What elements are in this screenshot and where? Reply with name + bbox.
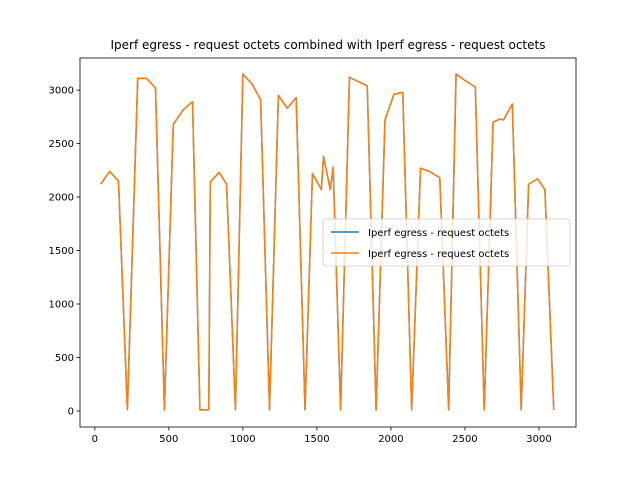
series-line-2 <box>100 73 555 411</box>
x-tick-label: 3000 <box>526 434 551 445</box>
legend-label-1: Iperf egress - request octets <box>368 228 509 239</box>
y-tick-label: 2500 <box>49 139 74 150</box>
series-layer <box>100 73 555 411</box>
y-tick-label: 0 <box>68 406 74 417</box>
legend-box <box>322 218 571 267</box>
y-tick-label: 2000 <box>49 193 74 204</box>
y-tick-label: 500 <box>55 353 74 364</box>
y-tick-label: 3000 <box>49 86 74 97</box>
chart-title: Iperf egress - request octets combined w… <box>111 38 546 52</box>
axes-layer: 0 500 1000 1500 2000 2500 3000 0 500 1000 1500 2000… <box>49 57 577 445</box>
legend-label-2: Iperf egress - request octets <box>368 249 509 260</box>
plot-frame <box>79 57 577 428</box>
x-tick-label: 0 <box>92 434 98 445</box>
x-tick-label: 2000 <box>378 434 403 445</box>
x-tick-label: 1000 <box>230 434 255 445</box>
legend: Iperf egress - request octets Iperf egres… <box>322 218 571 267</box>
y-tick-label: 1000 <box>49 300 74 311</box>
y-tick-label: 1500 <box>49 246 74 257</box>
x-tick-label: 1500 <box>304 434 329 445</box>
x-tick-label: 500 <box>159 434 178 445</box>
x-tick-label: 2500 <box>452 434 477 445</box>
